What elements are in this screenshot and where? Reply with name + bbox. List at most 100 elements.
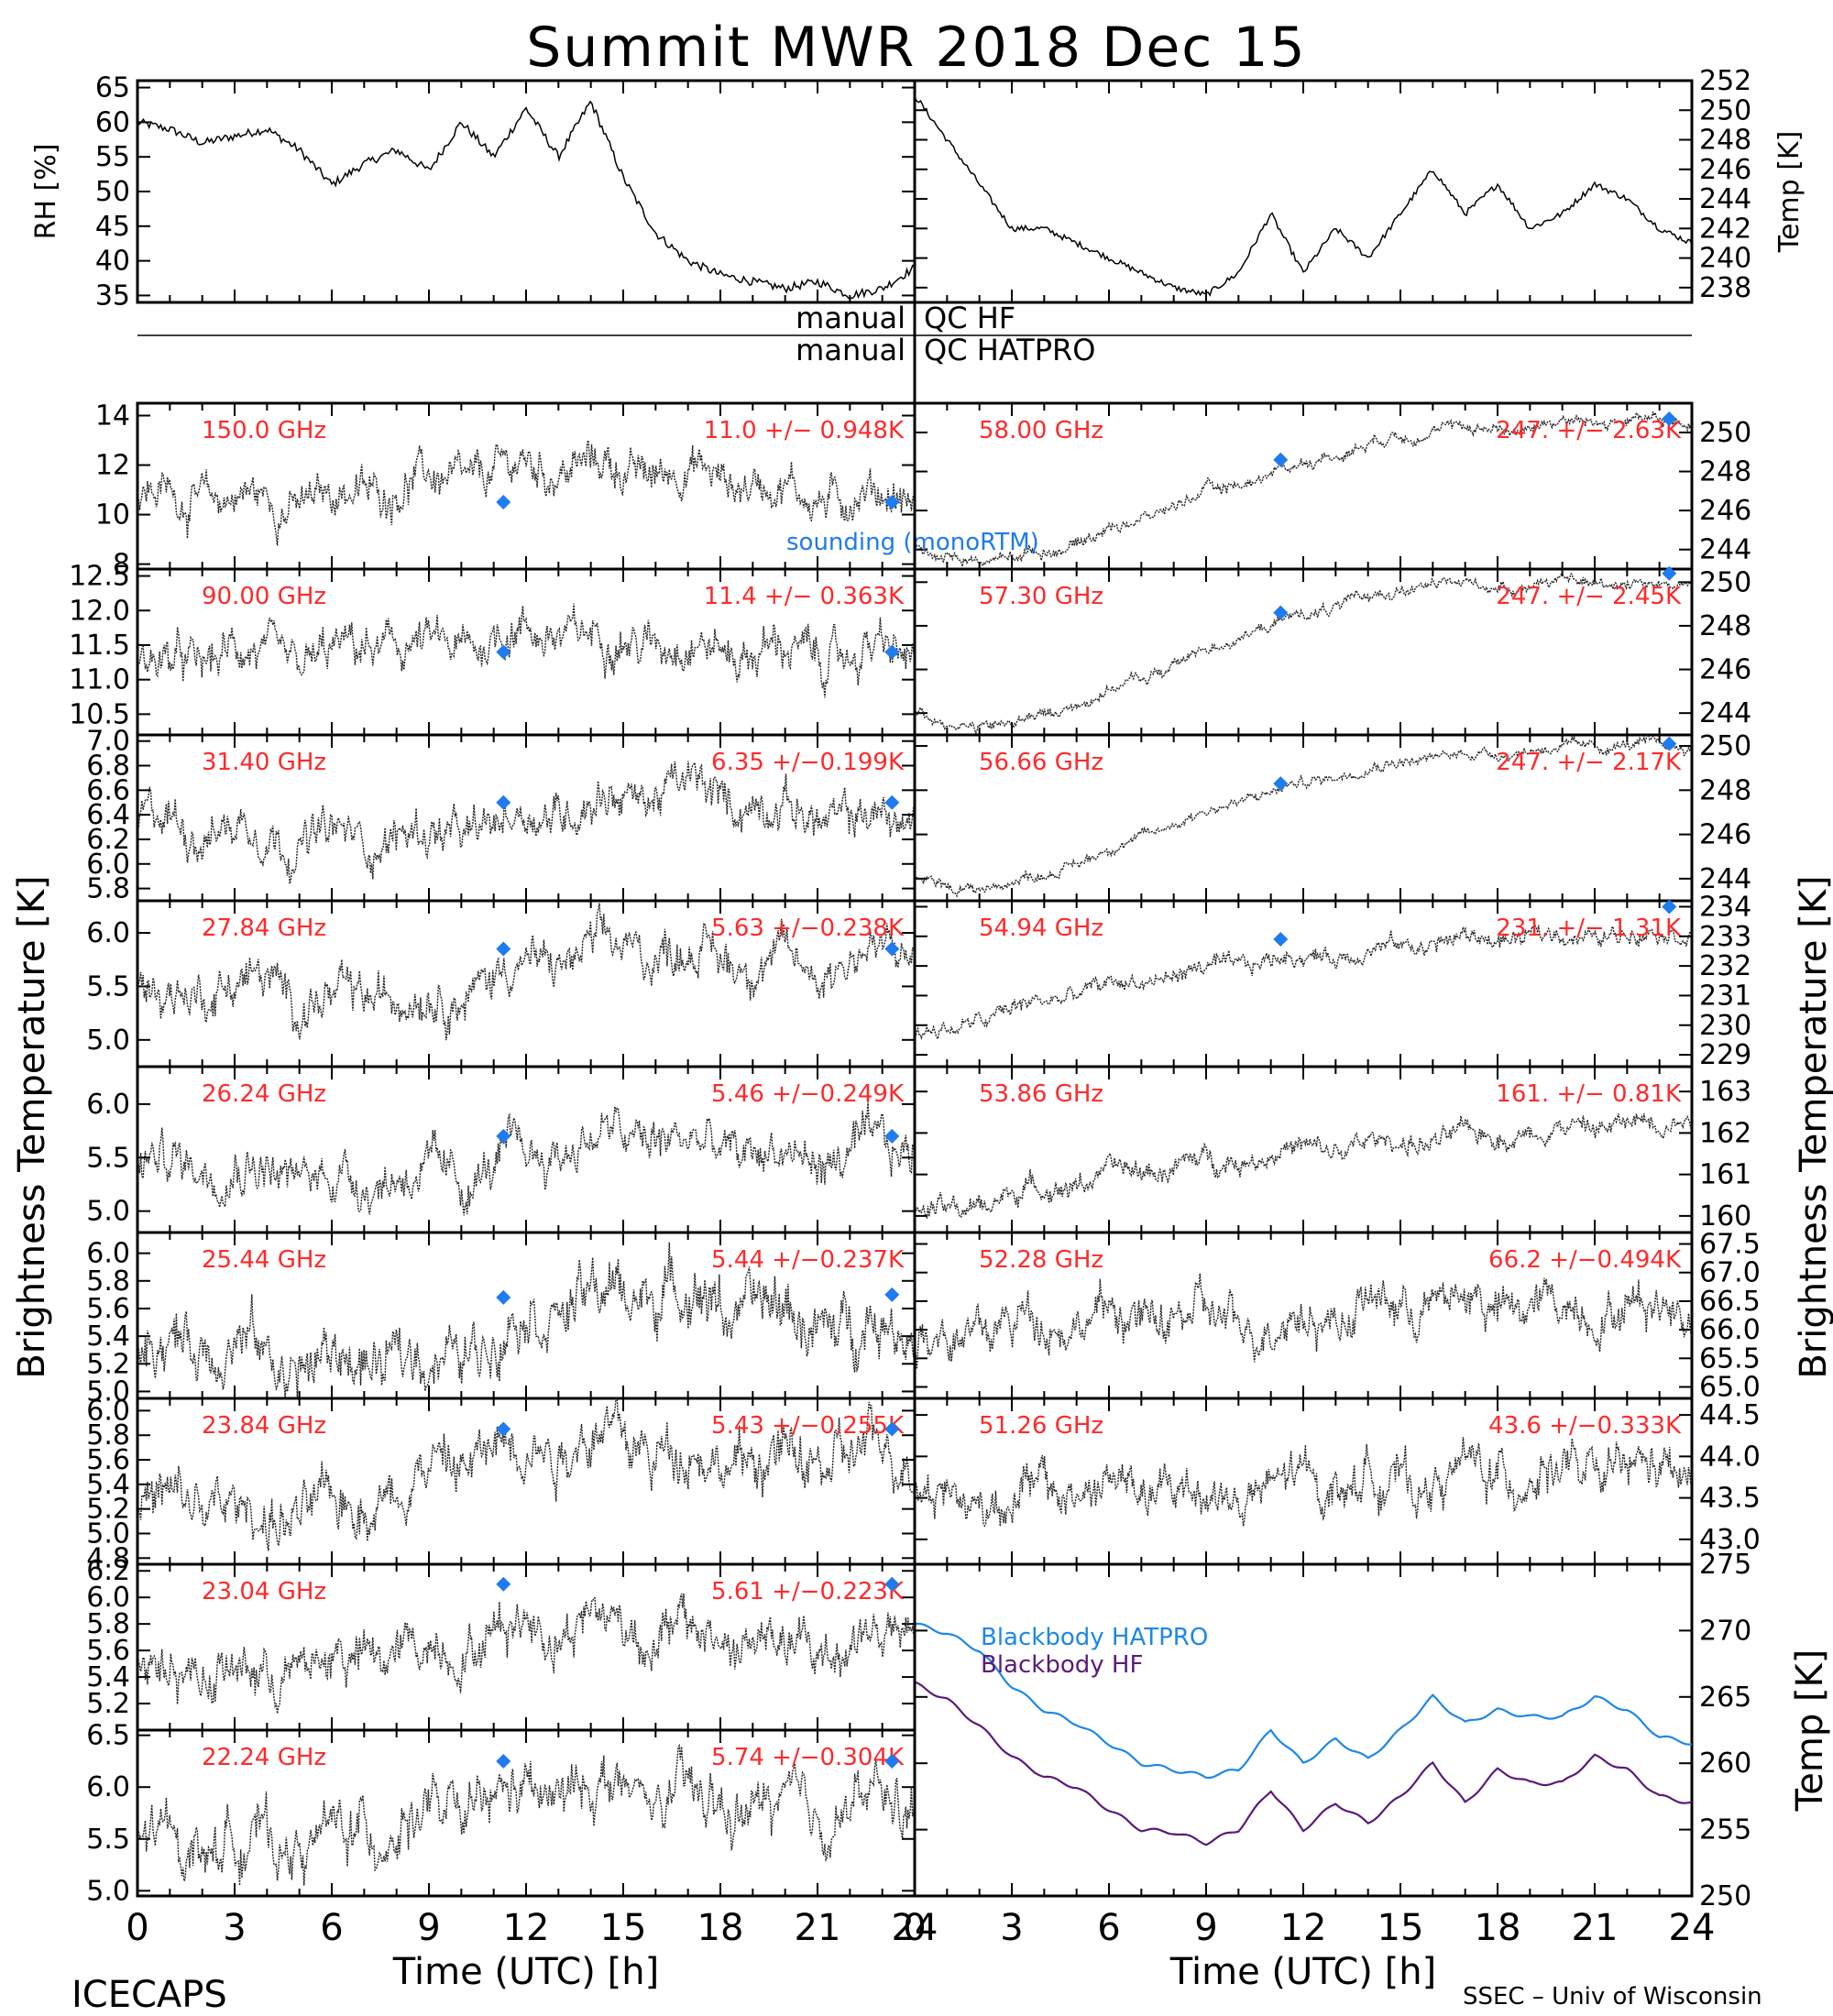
qc-left-top: manual <box>796 301 906 335</box>
left-panel-7-freq-label: 23.84 GHz <box>202 1412 326 1440</box>
right-panel-5-trace <box>914 1113 1693 1220</box>
left-panel-3-sounding-marker <box>884 794 900 810</box>
left-panel-6-freq-label: 25.44 GHz <box>202 1246 326 1274</box>
qc-right-top: QC HF <box>924 301 1015 335</box>
left-panel-5-sounding-marker <box>884 1128 900 1144</box>
right-xtick-label: 24 <box>1669 1907 1716 1949</box>
right-panel-6-freq-label: 52.28 GHz <box>979 1246 1103 1274</box>
left-panel-4-sounding-marker <box>496 941 511 957</box>
right-panel-3-ytick-label: 244 <box>1699 863 1751 895</box>
left-panel-1-trace <box>137 440 916 546</box>
rh-panel-ytick-label: 45 <box>95 211 130 243</box>
footer-left: ICECAPS <box>71 1974 227 2016</box>
left-panel-1-ytick-label: 10 <box>95 499 130 531</box>
left-panel-2-trace <box>137 603 916 698</box>
left-xtick-label: 12 <box>503 1907 550 1949</box>
left-panel-6-ytick-label: 5.2 <box>86 1348 130 1380</box>
right-panel-1-ytick-label: 246 <box>1699 495 1751 527</box>
left-panel-7-sounding-marker <box>884 1421 900 1437</box>
right-xtick-label: 21 <box>1572 1907 1619 1949</box>
left-panel-3-ytick-label: 5.8 <box>86 873 130 905</box>
right-panel-5-stat-label: 161. +/− 0.81K <box>1496 1080 1682 1108</box>
right-panel-3-ytick-label: 248 <box>1699 774 1751 806</box>
blackbody-series-line-1 <box>914 1622 1693 1780</box>
left-panel-7-stat-label: 5.43 +/−0.255K <box>711 1412 905 1440</box>
left-panel-4-stat-label: 5.63 +/−0.238K <box>711 915 905 942</box>
right-panel-7-ytick-label: 44.5 <box>1699 1399 1761 1431</box>
right-xtick-label: 9 <box>1194 1907 1217 1949</box>
right-panel-3-sounding-marker <box>1662 736 1677 751</box>
left-panel-1-stat-label: 11.0 +/− 0.948K <box>704 417 905 444</box>
right-panel-3-ytick-label: 246 <box>1699 819 1751 851</box>
left-panel-7-ytick-label: 5.0 <box>86 1517 130 1550</box>
left-panel-6-sounding-marker <box>884 1287 900 1302</box>
left-panel-1-ytick-label: 14 <box>95 400 130 433</box>
left-panel-6-ytick-label: 6.0 <box>86 1238 130 1270</box>
right-panel-4-ytick-label: 231 <box>1699 980 1751 1012</box>
rh-series-line <box>137 100 916 300</box>
right-xtick-label: 15 <box>1377 1907 1424 1949</box>
right-panel-6-ytick-label: 65.5 <box>1699 1342 1761 1375</box>
right-panel-3-ytick-label: 250 <box>1699 730 1751 762</box>
temp-panel-ytick-label: 248 <box>1699 125 1751 157</box>
right-panel-4-ytick-label: 230 <box>1699 1010 1751 1042</box>
left-panel-5-ytick-label: 5.0 <box>86 1196 130 1228</box>
right-panel-5-ytick-label: 162 <box>1699 1117 1751 1149</box>
left-panel-6-ytick-label: 5.0 <box>86 1375 130 1408</box>
right-xtick-label: 0 <box>903 1907 926 1949</box>
right-panel-1-trace <box>914 410 1693 567</box>
left-panel-9-ytick-label: 6.5 <box>86 1720 130 1752</box>
rh-panel-ytick-label: 35 <box>95 279 130 312</box>
left-panel-2-ytick-label: 11.0 <box>69 664 130 696</box>
right-panel-1-ytick-label: 248 <box>1699 456 1751 488</box>
rh-panel-ytick-label: 60 <box>95 106 130 138</box>
left-panel-8-trace <box>137 1593 916 1715</box>
right-panel-5-freq-label: 53.86 GHz <box>979 1080 1103 1108</box>
right-panel-1-sounding-marker <box>1273 452 1289 467</box>
left-panel-6-stat-label: 5.44 +/−0.237K <box>711 1246 905 1274</box>
left-xtick-label: 21 <box>795 1907 841 1949</box>
temp-panel-ytick-label: 250 <box>1699 94 1751 126</box>
left-xlabel: Time (UTC) [h] <box>392 1951 659 1993</box>
blackbody-panel-ytick-label: 265 <box>1699 1682 1751 1714</box>
right-panel-2-stat-label: 247. +/− 2.45K <box>1496 583 1682 610</box>
blackbody-panel-ytick-label: 275 <box>1699 1549 1751 1581</box>
big-ylabel-right: Brightness Temperature [K] <box>1793 875 1833 1378</box>
left-panel-7-trace <box>137 1397 916 1551</box>
right-panel-7-stat-label: 43.6 +/−0.333K <box>1488 1412 1682 1440</box>
right-panel-7-trace <box>914 1437 1693 1528</box>
right-panel-2-freq-label: 57.30 GHz <box>979 583 1103 610</box>
left-panel-9-ytick-label: 5.5 <box>86 1824 130 1856</box>
blackbody-legend-label-2: Blackbody HF <box>981 1651 1143 1679</box>
left-panel-9-sounding-marker <box>884 1753 900 1769</box>
right-panel-6-ytick-label: 67.0 <box>1699 1257 1761 1289</box>
left-panel-4-ytick-label: 6.0 <box>86 917 130 949</box>
left-panel-5-ytick-label: 6.0 <box>86 1089 130 1121</box>
right-panel-3-sounding-marker <box>1273 776 1289 792</box>
right-panel-1-ytick-label: 250 <box>1699 417 1751 449</box>
blackbody-panel-frame <box>913 1562 1694 1898</box>
temp-panel-frame <box>913 79 1694 304</box>
left-panel-5-stat-label: 5.46 +/−0.249K <box>711 1080 905 1108</box>
left-panel-3-ytick-label: 7.0 <box>86 726 130 758</box>
rh-ylabel: RH [%] <box>30 144 62 240</box>
temp-panel-ytick-label: 242 <box>1699 213 1751 245</box>
left-panel-8-sounding-marker <box>884 1576 900 1592</box>
right-panel-2-ytick-label: 248 <box>1699 610 1751 642</box>
left-panel-9-sounding-marker <box>496 1753 511 1769</box>
temp-panel-ytick-label: 240 <box>1699 243 1751 275</box>
left-panel-2-sounding-marker <box>884 644 900 660</box>
left-panel-6-trace <box>137 1242 916 1399</box>
left-panel-2-ytick-label: 10.5 <box>69 698 130 730</box>
right-panel-4-stat-label: 231. +/− 1.31K <box>1496 915 1682 942</box>
left-panel-5-trace <box>137 1101 916 1216</box>
right-panel-6-ytick-label: 66.5 <box>1699 1286 1761 1318</box>
left-panel-7-ytick-label: 5.4 <box>86 1469 130 1501</box>
temp-panel-ytick-label: 246 <box>1699 154 1751 186</box>
left-xtick-label: 0 <box>126 1907 148 1949</box>
left-panel-2-ytick-label: 12.5 <box>69 561 130 593</box>
left-panel-9-stat-label: 5.74 +/−0.304K <box>711 1744 905 1771</box>
left-panel-9-trace <box>137 1743 916 1886</box>
left-xtick-label: 18 <box>697 1907 744 1949</box>
right-panel-4-ytick-label: 233 <box>1699 921 1751 953</box>
